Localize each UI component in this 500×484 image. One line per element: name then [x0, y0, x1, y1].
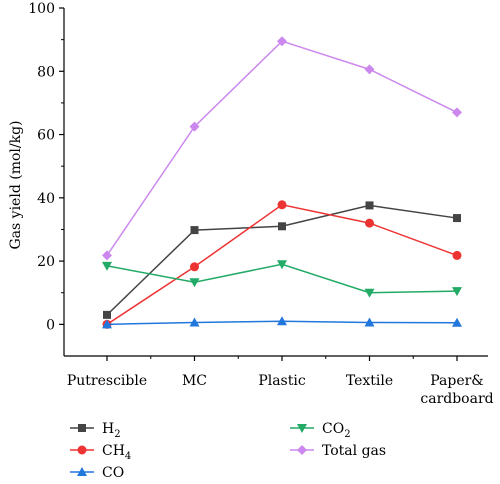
data-point-marker	[453, 214, 461, 223]
data-point-marker	[365, 201, 374, 210]
x-tick-labels: Putrescible MC Plastic Textile Paper&cardboa…	[67, 356, 494, 407]
y-tick-label: 60	[37, 128, 55, 144]
x-tick-label: Textile	[346, 373, 393, 389]
data-point-marker	[77, 445, 87, 455]
data-point-marker	[452, 287, 462, 297]
x-tick-label: Paper&	[430, 373, 484, 389]
data-point-marker	[277, 260, 287, 270]
data-point-marker	[77, 467, 87, 476]
data-point-marker	[277, 36, 287, 47]
data-point-marker	[364, 288, 375, 298]
data-point-marker	[452, 107, 462, 118]
data-point-marker	[189, 121, 200, 132]
legend-label: CO	[102, 465, 124, 481]
y-tick-label: 0	[46, 317, 55, 333]
data-point-marker	[190, 262, 199, 272]
data-point-marker	[452, 250, 462, 260]
x-tick-label: Putrescible	[67, 373, 147, 389]
data-point-marker	[297, 445, 307, 455]
legend-label: Total gas	[322, 443, 386, 459]
x-tick-label: MC	[182, 373, 207, 389]
series-total-gas	[102, 36, 462, 261]
x-tick-label: Plastic	[258, 373, 306, 389]
series-co2	[102, 260, 462, 298]
legend-item: Total gas	[290, 443, 386, 459]
data-point-marker	[364, 317, 375, 327]
data-point-marker	[365, 218, 374, 228]
series-co	[102, 316, 462, 329]
data-point-marker	[78, 424, 86, 432]
legend-label: CH4	[102, 443, 131, 462]
data-point-marker	[189, 278, 200, 288]
data-point-marker	[190, 226, 199, 235]
legend-label-subscript: 4	[125, 451, 131, 462]
y-axis-title: Gas yield (mol/kg)	[8, 121, 24, 250]
legend-item: H2	[70, 421, 121, 440]
data-point-marker	[277, 200, 287, 210]
y-ticks: 0 20 40 60 80 100	[28, 1, 64, 333]
data-point-marker	[297, 424, 307, 433]
y-tick-label: 20	[37, 254, 55, 270]
legend-label: H2	[102, 421, 121, 440]
legend-label-subscript: 2	[114, 429, 120, 440]
data-point-marker	[102, 250, 112, 261]
data-point-marker	[452, 317, 462, 327]
data-point-marker	[364, 64, 375, 75]
data-point-marker	[278, 222, 286, 231]
legend-item: CH4	[70, 443, 131, 462]
y-tick-label: 80	[37, 64, 55, 80]
data-point-marker	[277, 316, 287, 326]
data-point-marker	[103, 310, 111, 319]
legend-item: CO	[70, 465, 124, 481]
axes	[63, 8, 488, 357]
legend-item: CO2	[290, 421, 351, 440]
legend-label-subscript: 2	[344, 429, 350, 440]
series-line	[106, 204, 458, 316]
y-tick-label: 100	[28, 1, 55, 17]
data-point-marker	[189, 317, 200, 327]
data-point-marker	[102, 319, 112, 329]
legend: H2 CH4 CO CO2 Total gas	[70, 421, 386, 481]
y-tick-label: 40	[37, 191, 55, 207]
plot-area	[102, 36, 462, 329]
legend-label: CO2	[322, 421, 351, 440]
data-point-marker	[102, 261, 112, 271]
series-h2	[103, 201, 461, 319]
x-tick-label: cardboard	[420, 391, 493, 407]
